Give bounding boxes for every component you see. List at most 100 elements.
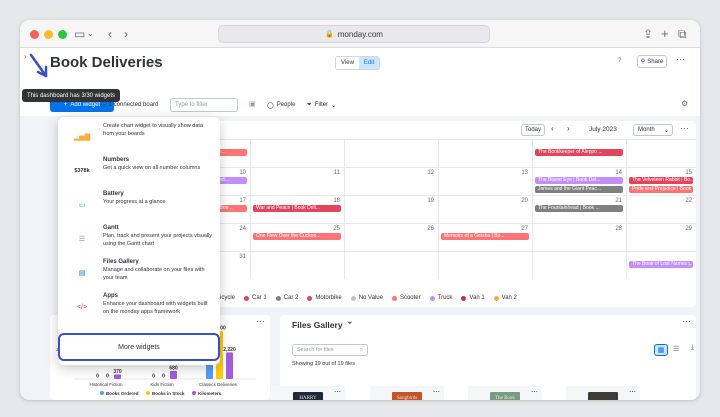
calendar-day-cell[interactable] bbox=[626, 251, 696, 279]
calendar-event[interactable]: The Book of Lost Names |... bbox=[629, 261, 693, 268]
calendar-event[interactable]: The Velveteen Rabbit | Bo... bbox=[629, 177, 693, 184]
calendar-event[interactable]: One Flew Over the Cuckoo... bbox=[253, 233, 341, 240]
calendar-event[interactable]: The Bookkeeper of Aleppo ... bbox=[535, 149, 623, 156]
calendar-day-cell[interactable]: 27 bbox=[438, 223, 532, 251]
calendar-event[interactable]: The Fountainhead | Book ... bbox=[535, 205, 623, 212]
calendar-day-cell[interactable]: 26 bbox=[344, 223, 438, 251]
file-thumbnail[interactable]: Songbirds ⋯ bbox=[370, 386, 444, 400]
people-button[interactable]: ◯ People bbox=[267, 98, 295, 112]
book-cover-image: The Book bbox=[490, 392, 520, 400]
chart-bar bbox=[114, 374, 121, 379]
expand-sidebar-icon[interactable]: › bbox=[24, 52, 27, 61]
minimize-window-button[interactable] bbox=[44, 30, 53, 39]
calendar-day-cell[interactable]: 25 bbox=[250, 223, 344, 251]
calendar-day-cell[interactable]: 21 bbox=[532, 195, 626, 223]
filter-icon[interactable]: ⏷ bbox=[347, 320, 353, 327]
more-options-icon[interactable]: ⋯ bbox=[676, 54, 685, 64]
calendar-more-icon[interactable]: ⋯ bbox=[680, 123, 689, 133]
widget-option[interactable]: </> Apps Enhance your dashboard with widge… bbox=[58, 289, 220, 325]
calendar-day-cell[interactable]: 22 bbox=[626, 195, 696, 223]
calendar-day-number: 28 bbox=[615, 226, 622, 232]
new-tab-icon[interactable]: + bbox=[661, 26, 669, 41]
calendar-day-cell[interactable] bbox=[344, 251, 438, 279]
share-icon[interactable]: ⇪ bbox=[643, 27, 654, 41]
today-button[interactable]: Today bbox=[521, 124, 545, 136]
more-widgets-button[interactable]: More widgets bbox=[58, 333, 220, 361]
calendar-day-cell[interactable]: 14 bbox=[532, 167, 626, 195]
widget-option[interactable]: ☰ Gantt Plan, track and present your proje… bbox=[58, 221, 220, 257]
legend-swatch bbox=[244, 295, 250, 301]
share-button[interactable]: ⚲ Share bbox=[637, 55, 667, 68]
calendar-day-cell[interactable] bbox=[344, 139, 438, 167]
widget-option[interactable]: ▂▅▇ Create chart widget to visually show … bbox=[58, 119, 220, 155]
back-arrow-icon[interactable]: ‹ bbox=[108, 27, 112, 41]
calendar-event[interactable]: James and the Giant Peac... bbox=[535, 186, 623, 193]
widget-option-title: Files Gallery bbox=[103, 259, 139, 265]
calendar-day-cell[interactable]: 20 bbox=[438, 195, 532, 223]
close-window-button[interactable] bbox=[30, 30, 39, 39]
file-thumbnail[interactable]: The Book ⋯ bbox=[468, 386, 542, 400]
calendar-day-cell[interactable] bbox=[626, 139, 696, 167]
file-thumbnail[interactable]: HARRY POTTER ⋯ bbox=[271, 386, 345, 400]
calendar-day-number: 21 bbox=[615, 198, 622, 204]
widget-option[interactable]: ▤ Files Gallery Manage and collaborate on … bbox=[58, 255, 220, 291]
forward-arrow-icon[interactable]: › bbox=[124, 27, 128, 41]
filter-button[interactable]: ⏷ Filter ⌄ bbox=[307, 98, 336, 112]
calendar-day-number: 15 bbox=[685, 170, 692, 176]
list-view-icon[interactable]: ☰ bbox=[673, 346, 680, 353]
file-thumbnail[interactable]: ⋯ bbox=[566, 386, 640, 400]
calendar-day-cell[interactable] bbox=[438, 251, 532, 279]
calendar-day-cell[interactable]: 12 bbox=[344, 167, 438, 195]
help-button[interactable]: ? bbox=[618, 58, 622, 64]
calendar-day-cell[interactable] bbox=[532, 251, 626, 279]
chart-more-icon[interactable]: ⋯ bbox=[256, 316, 265, 326]
calendar-day-cell[interactable] bbox=[532, 139, 626, 167]
widget-option[interactable]: $378k Numbers Get a quick view on all numb… bbox=[58, 153, 220, 189]
calendar-day-cell[interactable]: 18 bbox=[250, 195, 344, 223]
calendar-day-cell[interactable] bbox=[438, 139, 532, 167]
calendar-day-cell[interactable] bbox=[250, 139, 344, 167]
sidebar-toggle-icon[interactable]: ▭ bbox=[74, 27, 86, 41]
filter-input[interactable]: Type to filter bbox=[170, 98, 238, 112]
save-filter-icon[interactable]: ▣ bbox=[249, 101, 256, 108]
funnel-icon: ⏷ bbox=[307, 101, 312, 108]
calendar-day-cell[interactable]: 13 bbox=[438, 167, 532, 195]
widget-option[interactable]: ▭ Battery Your progress at a glance bbox=[58, 187, 220, 223]
next-month-icon[interactable]: › bbox=[567, 124, 570, 133]
star-icon[interactable]: ☆ bbox=[152, 57, 161, 68]
calendar-day-cell[interactable]: 28 bbox=[532, 223, 626, 251]
edit-mode-button[interactable]: Edit bbox=[358, 57, 380, 69]
file-more-icon[interactable]: ⋯ bbox=[531, 389, 538, 396]
calendar-event[interactable]: Pride and Prejudice | Book ... bbox=[629, 186, 693, 193]
address-bar[interactable]: 🔒 monday.com bbox=[218, 25, 490, 43]
file-more-icon[interactable]: ⋯ bbox=[629, 389, 636, 396]
browser-toolbar: ▭ ⌄ ‹ › 🔒 monday.com ⇪ + ⧉ bbox=[20, 20, 700, 48]
grid-view-icon[interactable]: ▦ bbox=[654, 344, 668, 356]
calendar-legend: Bicycle Car 1 Car 2 Motorbike No Value Scoote… bbox=[208, 295, 517, 301]
calendar-view-select[interactable]: Month ⌄ bbox=[633, 124, 673, 136]
previous-month-icon[interactable]: ‹ bbox=[551, 124, 554, 133]
calendar-day-cell[interactable]: 19 bbox=[344, 195, 438, 223]
file-search-input[interactable]: Search for files ⌕ bbox=[292, 344, 368, 356]
view-mode-button[interactable]: View bbox=[336, 57, 359, 69]
calendar-day-cell[interactable]: 15 bbox=[626, 167, 696, 195]
file-more-icon[interactable]: ⋯ bbox=[334, 389, 341, 396]
calendar-event[interactable]: The Bluest Eye | Book Del... bbox=[535, 177, 623, 184]
chevron-down-icon[interactable]: ⌄ bbox=[87, 29, 94, 38]
calendar-day-cell[interactable] bbox=[250, 251, 344, 279]
settings-gear-icon[interactable]: ⚙ bbox=[681, 99, 689, 108]
calendar-day-cell[interactable]: 11 bbox=[250, 167, 344, 195]
bar-data-label: 0 bbox=[162, 374, 165, 380]
calendar-event[interactable]: Memoirs of a Geisha | Bo... bbox=[441, 233, 529, 240]
maximize-window-button[interactable] bbox=[58, 30, 67, 39]
calendar-day-cell[interactable]: 29 bbox=[626, 223, 696, 251]
tab-overview-icon[interactable]: ⧉ bbox=[678, 27, 687, 41]
calendar-day-number: 18 bbox=[333, 198, 340, 204]
gallery-more-icon[interactable]: ⋯ bbox=[682, 316, 691, 326]
file-more-icon[interactable]: ⋯ bbox=[433, 389, 440, 396]
calendar-event[interactable]: War and Peace | Book Deli... bbox=[253, 205, 341, 212]
legend-swatch bbox=[493, 295, 499, 301]
connected-board-button[interactable]: ▭ 1 connected board bbox=[100, 98, 158, 112]
download-icon[interactable]: ⤓ bbox=[691, 344, 695, 351]
legend-item: No Value bbox=[350, 295, 383, 301]
